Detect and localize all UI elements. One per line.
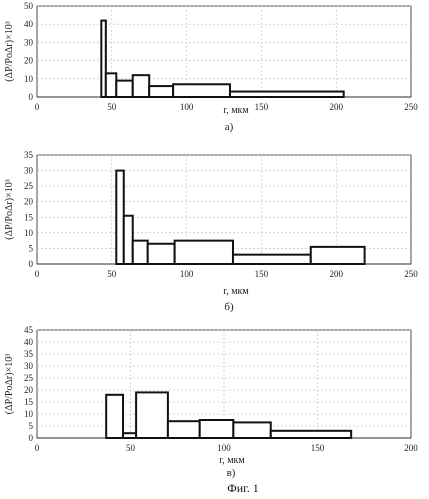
panel-c-x-axis-label: r, мкм	[219, 455, 245, 466]
panel-c-xtick-label-3: 150	[311, 443, 325, 453]
panel-a-xtick-label-4: 200	[329, 102, 343, 112]
panel-a-bar-4	[148, 85, 175, 99]
panel-b-bar-1	[122, 214, 134, 266]
panel-a-bar-3	[131, 74, 151, 99]
panel-a-ytick-label-0: 0	[29, 92, 34, 102]
panel-b-bar-4	[173, 239, 234, 265]
panel-c-ytick-label-1: 5	[29, 421, 34, 431]
panel-c-ytick-label-7: 35	[24, 349, 34, 359]
panel-c-bar-0	[105, 393, 125, 439]
panel-c-bar-5	[232, 421, 272, 439]
panel-a-ytick-label-3: 30	[24, 37, 34, 47]
panel-b-ytick-label-3: 15	[24, 212, 34, 222]
panel-a-xtick-label-5: 250	[404, 102, 418, 112]
panel-b-ytick-label-2: 10	[24, 228, 34, 238]
panel-c-xtick-label-1: 50	[126, 443, 136, 453]
panel-c-bar-6	[269, 429, 353, 439]
panel-a-ytick-label-1: 10	[24, 74, 34, 84]
panel-c-xtick-label-0: 0	[35, 443, 40, 453]
panel-b-ytick-label-7: 35	[24, 150, 34, 160]
panel-b-ytick-label-0: 0	[29, 259, 34, 269]
panel-a-bar-0	[100, 19, 107, 99]
panel-a-xtick-label-0: 0	[35, 102, 40, 112]
panel-b-bar-3	[146, 242, 176, 265]
panel-c-sublabel: в)	[227, 467, 236, 479]
panel-b-bar-0	[115, 169, 125, 265]
panel-a-ytick-label-5: 50	[24, 1, 34, 11]
panel-c-ytick-label-8: 40	[24, 337, 34, 347]
panel-b-y-axis-label: (ΔP/PoΔr)×10³	[4, 179, 15, 239]
panel-b-ytick-label-4: 20	[24, 197, 34, 207]
panel-b-sublabel: б)	[224, 301, 234, 313]
panel-a-xtick-label-1: 50	[107, 102, 117, 112]
panel-c-bar-1	[122, 432, 138, 440]
panel-b-xtick-label-4: 200	[329, 269, 343, 279]
panel-a-bar-6	[228, 90, 345, 99]
panel-a-bar-2	[115, 79, 134, 99]
panel-a-xtick-label-2: 100	[180, 102, 194, 112]
panel-b-bar-6	[309, 245, 366, 265]
panel-c-ytick-label-3: 15	[24, 397, 34, 407]
panel-b-xtick-label-3: 150	[255, 269, 269, 279]
panel-a-ytick-label-4: 40	[24, 19, 34, 29]
panel-c-ytick-label-6: 30	[24, 361, 34, 371]
panel-a-bar-1	[104, 72, 118, 98]
panel-c-bar-2	[135, 391, 169, 439]
histogram-panel-a: 0 10 20 30 40 50 0 50 100 150 200 250 r, мкм (ΔP/PoΔr…	[4, 1, 418, 133]
panel-a-xtick-label-3: 150	[255, 102, 269, 112]
panel-b-xtick-label-0: 0	[35, 269, 40, 279]
panel-b-x-axis-label: r, мкм	[223, 286, 249, 297]
panel-c-ytick-label-9: 45	[24, 325, 34, 335]
panel-a-x-axis-label: r, мкм	[223, 105, 249, 116]
panel-b-bar-2	[131, 239, 149, 265]
panel-c-ytick-label-0: 0	[29, 433, 34, 443]
histogram-panel-c: 0 5 10 15 20 25 30 35 40 45 0 50 100 150 200 r, мкм (ΔP/…	[4, 325, 418, 479]
panel-a-sublabel: а)	[225, 121, 234, 133]
panel-b-xtick-label-1: 50	[107, 269, 117, 279]
panel-b-ytick-label-6: 30	[24, 166, 34, 176]
histogram-panel-b: 0 5 10 15 20 25 30 35 0 50 100 150 200 250 r, мкм (ΔP/P…	[4, 150, 418, 313]
panel-c-bar-3	[166, 420, 201, 440]
panel-c-ytick-label-2: 10	[24, 409, 34, 419]
panel-b-ytick-label-1: 5	[29, 243, 34, 253]
panel-c-bar-4	[198, 419, 235, 439]
figure-caption: Фиг. 1	[227, 481, 258, 495]
panel-a-y-axis-label: (ΔP/PoΔr)×10³	[4, 21, 15, 81]
panel-c-ytick-label-5: 25	[24, 373, 34, 383]
panel-c-xtick-label-2: 100	[217, 443, 231, 453]
panel-c-y-axis-label: (ΔP/PoΔr)×10³	[4, 354, 15, 414]
panel-a-bar-5	[172, 83, 231, 99]
panel-c-ytick-label-4: 20	[24, 385, 34, 395]
panel-a-ytick-label-2: 20	[24, 56, 34, 66]
panel-c-xtick-label-4: 200	[404, 443, 418, 453]
panel-b-bar-5	[231, 253, 312, 266]
panel-b-xtick-label-5: 250	[404, 269, 418, 279]
panel-b-xtick-label-2: 100	[180, 269, 194, 279]
panel-b-ytick-label-5: 25	[24, 181, 34, 191]
